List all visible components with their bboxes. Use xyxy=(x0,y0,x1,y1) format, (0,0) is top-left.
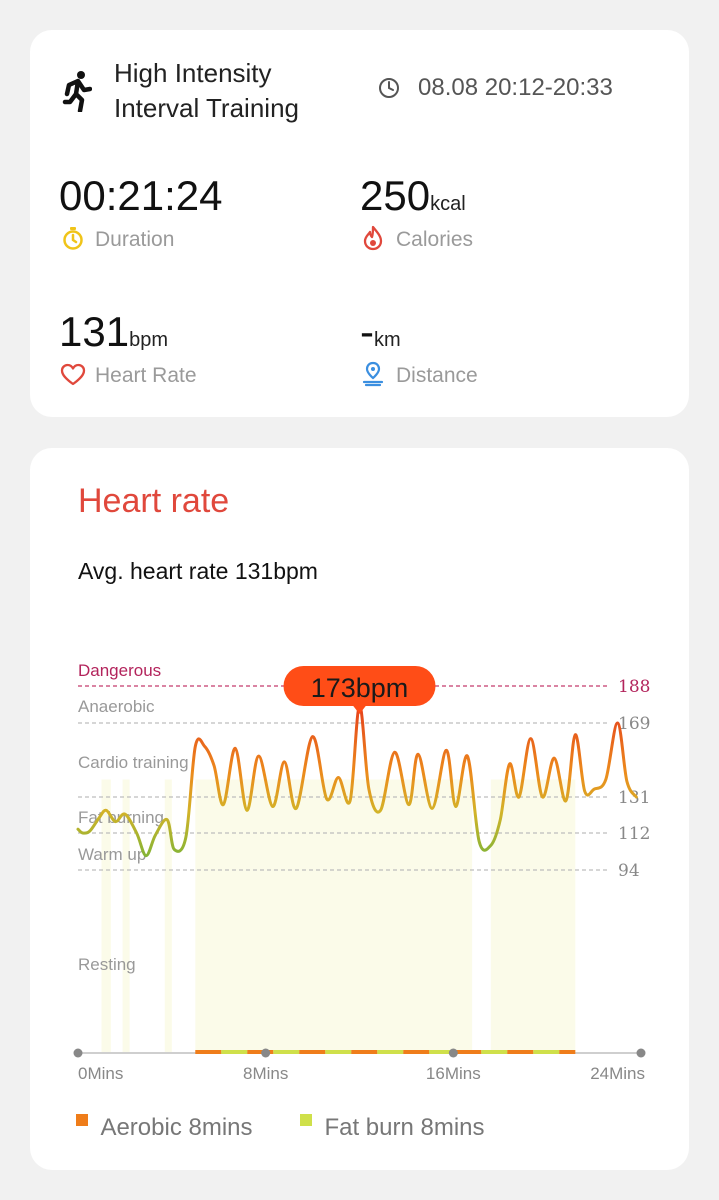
x-tick-dot xyxy=(448,1048,458,1058)
x-tick-label: 24Mins xyxy=(590,1064,645,1083)
calories-value: 250 xyxy=(360,172,431,219)
stopwatch-icon xyxy=(63,227,83,250)
zone-strip-segment xyxy=(559,1050,576,1054)
flame-icon xyxy=(363,225,383,251)
x-tick-dot xyxy=(636,1048,646,1058)
legend-fat-burn: Fat burn 8mins xyxy=(300,1114,485,1142)
zone-strip-segment xyxy=(325,1050,352,1054)
workout-time-range: 08.08 20:12-20:33 xyxy=(418,74,613,101)
duration-value: 00:21:24 xyxy=(59,172,223,219)
zone-strip-segment xyxy=(299,1050,326,1054)
calories-unit: kcal xyxy=(430,193,466,215)
x-tick-label: 16Mins xyxy=(426,1064,481,1083)
zone-strip-segment xyxy=(195,1050,222,1054)
zone-strip-segment xyxy=(429,1050,456,1054)
workout-title: High Intensity Interval Training xyxy=(114,56,299,126)
zone-band xyxy=(101,779,111,1053)
peak-bubble xyxy=(283,666,436,706)
peak-bubble-pointer xyxy=(352,705,367,714)
zone-threshold-value: 94 xyxy=(618,861,640,881)
distance-label: Distance xyxy=(396,364,478,387)
average-heart-rate: Avg. heart rate 131bpm xyxy=(78,558,318,584)
workout-title-line1: High Intensity xyxy=(114,58,272,88)
location-pin-icon xyxy=(362,361,384,387)
workout-summary-card: High Intensity Interval Training 08.08 2… xyxy=(30,30,689,417)
zone-band xyxy=(195,779,473,1053)
peak-value-label: 173bpm xyxy=(311,673,409,703)
zone-strip-segment xyxy=(221,1050,248,1054)
zone-band xyxy=(164,779,172,1053)
heart-rate-metric: 131bpm xyxy=(59,308,168,356)
zone-strip-segment xyxy=(507,1050,534,1054)
heart-rate-title: Heart rate xyxy=(78,482,230,520)
zone-label: Warm up xyxy=(78,845,146,864)
zone-label: Dangerous xyxy=(78,661,161,680)
legend-fat-burn-swatch xyxy=(300,1114,312,1126)
duration-label: Duration xyxy=(95,228,175,251)
heart-rate-label: Heart Rate xyxy=(95,364,197,387)
calories-metric: 250kcal xyxy=(360,172,466,220)
heart-rate-card: Heart rate Avg. heart rate 131bpm Danger… xyxy=(30,448,689,1170)
zone-threshold-value: 131 xyxy=(618,788,650,808)
zone-strip-segment xyxy=(481,1050,508,1054)
zone-strip-segment xyxy=(351,1050,378,1054)
x-tick-dot xyxy=(261,1048,271,1058)
workout-title-line2: Interval Training xyxy=(114,93,299,123)
running-person-icon xyxy=(62,71,92,112)
heart-icon xyxy=(60,363,86,386)
heart-rate-chart[interactable]: Dangerous 188 Anaerobic 169 Cardio training 1… xyxy=(30,448,689,1170)
x-tick-dot xyxy=(73,1048,83,1058)
zone-strip-segment xyxy=(273,1050,300,1054)
zone-label: Cardio training xyxy=(78,753,189,772)
x-tick-label: 0Mins xyxy=(78,1064,123,1083)
distance-unit: km xyxy=(374,329,401,351)
zone-band xyxy=(122,779,130,1053)
x-axis: 0Mins 8Mins 16Mins 24Mins xyxy=(73,1048,646,1083)
heart-rate-unit: bpm xyxy=(129,329,168,351)
distance-metric: -km xyxy=(360,308,401,356)
zone-strip-segment xyxy=(377,1050,404,1054)
clock-icon xyxy=(379,78,399,98)
zone-band xyxy=(490,779,576,1053)
zone-bands xyxy=(101,779,576,1053)
zone-strip-segment xyxy=(403,1050,430,1054)
zone-strip-segment xyxy=(533,1050,560,1054)
peak-callout: 173bpm xyxy=(283,666,436,714)
zone-strip-segment xyxy=(455,1050,482,1054)
heart-rate-value: 131 xyxy=(59,308,130,355)
x-tick-label: 8Mins xyxy=(243,1064,288,1083)
zone-threshold-value: 188 xyxy=(618,677,650,697)
legend-aerobic-label: Aerobic 8mins xyxy=(100,1114,253,1141)
zone-label: Resting xyxy=(78,955,136,974)
legend-fat-burn-label: Fat burn 8mins xyxy=(324,1114,485,1141)
distance-value: - xyxy=(360,308,374,355)
zone-strip-segment xyxy=(247,1050,274,1054)
zone-label: Anaerobic xyxy=(78,697,155,716)
zone-threshold-value: 112 xyxy=(618,824,650,844)
legend-aerobic: Aerobic 8mins xyxy=(76,1114,253,1142)
legend-aerobic-swatch xyxy=(76,1114,88,1126)
heart-rate-series-line xyxy=(76,703,638,858)
calories-label: Calories xyxy=(396,228,474,251)
zone-threshold-value: 169 xyxy=(618,714,650,734)
